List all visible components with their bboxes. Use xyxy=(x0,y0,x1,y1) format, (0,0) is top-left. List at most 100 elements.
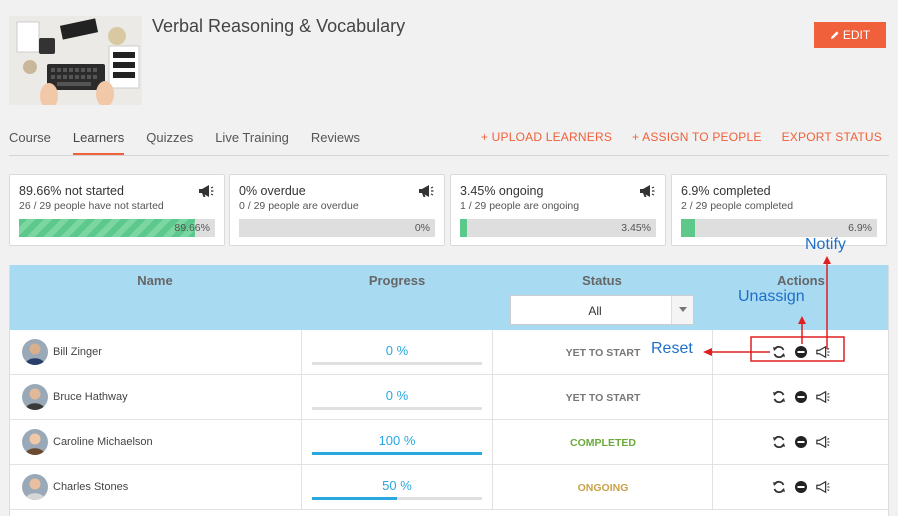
stat-bar: 3.45% xyxy=(460,219,656,237)
table-header: Name Progress Status Actions All xyxy=(10,265,888,330)
learner-name[interactable]: Caroline Michaelson xyxy=(53,436,153,448)
reset-icon[interactable] xyxy=(772,345,786,359)
stat-bar: 6.9% xyxy=(681,219,877,237)
column-header-progress: Progress xyxy=(368,273,426,288)
course-title: Verbal Reasoning & Vocabulary xyxy=(152,16,406,36)
stat-bar-fill xyxy=(19,219,195,237)
stat-title: 89.66% not started xyxy=(19,184,124,198)
progress-bar xyxy=(312,362,482,365)
stat-percent: 0% xyxy=(414,222,430,234)
notify-icon[interactable] xyxy=(816,390,830,404)
notify-icon[interactable] xyxy=(816,480,830,494)
unassign-icon[interactable] xyxy=(794,345,808,359)
cell-divider xyxy=(712,420,713,465)
progress-value: 100 % xyxy=(378,433,416,448)
status-badge: YET TO START xyxy=(565,392,641,404)
notify-icon[interactable] xyxy=(816,345,830,359)
cell-divider xyxy=(492,465,493,510)
cell-divider xyxy=(712,465,713,510)
stat-subtitle: 0 / 29 people are overdue xyxy=(239,200,359,212)
caret-down-icon xyxy=(679,307,687,312)
tab-live-training[interactable]: Live Training xyxy=(215,130,289,145)
unassign-icon[interactable] xyxy=(794,435,808,449)
column-header-status: Status xyxy=(582,273,622,288)
stat-title: 6.9% completed xyxy=(681,184,771,198)
status-filter-value: All xyxy=(588,304,602,318)
stat-card-ongoing: 3.45% ongoing 1 / 29 people are ongoing … xyxy=(450,174,666,246)
upload-learners-link[interactable]: + UPLOAD LEARNERS xyxy=(480,130,613,144)
avatar xyxy=(22,429,48,455)
stat-subtitle: 2 / 29 people completed xyxy=(681,200,794,212)
stat-subtitle: 26 / 29 people have not started xyxy=(19,200,164,212)
tab-learners[interactable]: Learners xyxy=(72,130,125,155)
cell-divider xyxy=(712,375,713,420)
notify-icon[interactable] xyxy=(816,435,830,449)
unassign-icon[interactable] xyxy=(794,390,808,404)
column-header-name: Name xyxy=(137,273,173,288)
megaphone-icon[interactable] xyxy=(639,184,655,198)
progress-bar xyxy=(312,452,482,455)
unassign-arrow-head xyxy=(798,316,806,324)
stat-percent: 89.66% xyxy=(174,222,210,234)
progress-bar-fill xyxy=(312,497,397,500)
stat-bar: 89.66% xyxy=(19,219,215,237)
learner-name[interactable]: Bill Zinger xyxy=(53,346,102,358)
progress-value: 0 % xyxy=(385,343,409,358)
megaphone-icon[interactable] xyxy=(418,184,434,198)
table-row: Caroline Michaelson 100 % COMPLETED xyxy=(10,420,888,465)
cell-divider xyxy=(301,420,302,465)
stat-card-overdue: 0% overdue 0 / 29 people are overdue 0% xyxy=(229,174,445,246)
learner-name[interactable]: Bruce Hathway xyxy=(53,391,128,403)
cell-divider xyxy=(492,375,493,420)
status-filter-select[interactable]: All xyxy=(510,295,694,325)
stat-bar-fill xyxy=(460,219,467,237)
reset-icon[interactable] xyxy=(772,435,786,449)
cell-divider xyxy=(301,330,302,375)
unassign-icon[interactable] xyxy=(794,480,808,494)
learner-actions: + UPLOAD LEARNERS + ASSIGN TO PEOPLE EXP… xyxy=(481,130,882,144)
progress-bar xyxy=(312,407,482,410)
annotation-unassign: Unassign xyxy=(738,288,805,305)
annotation-notify: Notify xyxy=(805,236,846,253)
annotation-reset: Reset xyxy=(651,340,693,357)
tab-quizzes[interactable]: Quizzes xyxy=(146,130,194,145)
highlight-box xyxy=(750,336,845,362)
stat-percent: 6.9% xyxy=(848,222,872,234)
stat-title: 3.45% ongoing xyxy=(460,184,544,198)
stat-percent: 3.45% xyxy=(621,222,651,234)
cell-divider xyxy=(492,330,493,375)
progress-bar xyxy=(312,497,482,500)
export-status-link[interactable]: EXPORT STATUS xyxy=(781,130,882,144)
reset-icon[interactable] xyxy=(772,480,786,494)
reset-icon[interactable] xyxy=(772,390,786,404)
status-badge: ONGOING xyxy=(577,482,629,494)
course-thumbnail xyxy=(9,16,142,105)
edit-button[interactable]: EDIT xyxy=(814,22,886,48)
tab-course[interactable]: Course xyxy=(9,130,51,145)
stat-subtitle: 1 / 29 people are ongoing xyxy=(460,200,580,212)
progress-value: 0 % xyxy=(385,388,409,403)
learner-name[interactable]: Charles Stones xyxy=(53,481,129,493)
cell-divider xyxy=(301,375,302,420)
avatar xyxy=(22,474,48,500)
pencil-icon xyxy=(830,31,839,39)
megaphone-icon[interactable] xyxy=(198,184,214,198)
table-row: Bruce Hathway 0 % YET TO START xyxy=(10,375,888,420)
stat-bar: 0% xyxy=(239,219,435,237)
stat-card-not-started: 89.66% not started 26 / 29 people have n… xyxy=(9,174,225,246)
stat-card-completed: 6.9% completed 2 / 29 people completed 6… xyxy=(671,174,887,246)
cell-divider xyxy=(492,420,493,465)
notify-arrow-head xyxy=(823,256,831,264)
stat-bar-fill xyxy=(681,219,695,237)
tab-reviews[interactable]: Reviews xyxy=(310,130,361,145)
column-header-actions: Actions xyxy=(777,273,825,288)
stat-title: 0% overdue xyxy=(239,184,306,198)
avatar xyxy=(22,384,48,410)
avatar xyxy=(22,339,48,365)
cell-divider xyxy=(301,465,302,510)
dropdown-toggle[interactable] xyxy=(671,296,693,324)
assign-to-people-link[interactable]: + ASSIGN TO PEOPLE xyxy=(632,130,762,144)
course-tabs: Course Learners Quizzes Live Training Re… xyxy=(9,130,382,155)
